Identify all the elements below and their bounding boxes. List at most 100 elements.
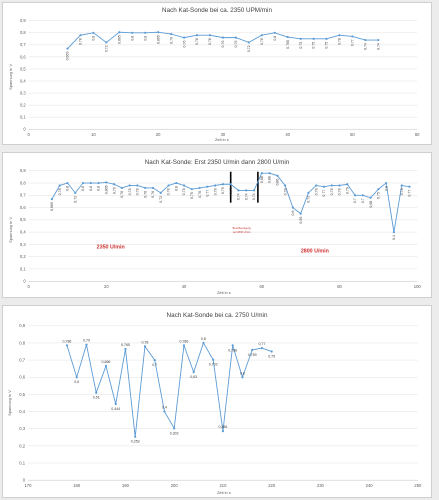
chart-3-xtick-label: 230 [317,483,325,488]
chart-3-point [85,343,88,346]
chart-3-xtick-label: 180 [73,483,81,488]
chart-3-xtick-label: 190 [122,483,130,488]
chart-2-xlabel: Zeit in s [217,290,231,295]
chart-2-data-label: 0,76 [120,191,124,198]
chart-2-point [338,184,341,187]
chart-2-point [260,172,263,175]
chart-1-grid: 0 0,1 0,2 0,3 0,4 0,5 0,6 0,7 0,8 0,9 0 10 20 30 40 50 6… [20,18,420,137]
chart-2-data-label: 0,68 [369,201,373,208]
chart-3-svg: Nach Kat-Sonde bei ca. 2750 U/min 0 0,1 0,… [7,312,422,495]
chart-1-data-label: 0,79 [169,37,173,44]
chart-2-data-label: 0,77 [408,190,412,197]
annotation-2800: 2800 U/min [301,249,329,255]
chart-3-data-label: 0,444 [111,407,120,411]
chart-3-ytick-label: 0,6 [19,375,25,380]
chart-2-grid: 0 0,1 0,2 0,3 0,4 0,5 0,6 0,7 0,8 0,9 0 20 40 60 80 100 [20,168,421,289]
chart-1-data-label: 0,78 [195,38,199,45]
chart-2-point [136,184,139,187]
chart-3-point [173,427,176,430]
chart-3-ytick-label: 0,9 [19,323,25,328]
chart-2-data-label: 0,72 [73,196,77,203]
chart-panel-1: Nach Kat-Sonde bei ca. 2350 UPM/min 0 0,1… [2,2,432,145]
chart-3-data-label: 0,786 [180,339,189,343]
chart-3-ytick-label: 0,1 [19,460,25,465]
chart-1-point [182,36,186,39]
chart-2-data-label: 0,79 [345,187,349,194]
chart-1-ytick-label: 0,2 [20,102,26,107]
chart-2-data-label: 0,79 [221,187,225,194]
chart-2-point [58,184,61,187]
chart-2-data-label: 0,7 [361,198,365,203]
chart-1-ytick-label: 0,1 [20,115,26,120]
chart-1-point [92,31,95,34]
chart-3-xtick-label: 210 [219,483,227,488]
chart-1-data-label: 0,75 [312,42,316,49]
chart-2-point [159,191,162,194]
chart-2-point [214,184,217,187]
chart-2-point [229,183,232,186]
chart-2-ytick-label: 0,7 [20,193,26,198]
chart-3-data-label: 0,4 [162,406,167,410]
chart-3-point [270,350,273,353]
chart-2-data-label: 0,72 [307,196,311,203]
chart-3-data-label: 0,6 [74,380,79,384]
chart-panel-3: Nach Kat-Sonde bei ca. 2750 U/min 0 0,1 0,… [2,305,432,498]
chart-2-data-label: 0,78 [136,188,140,195]
chart-3-data-label: 0,302 [170,431,179,435]
chart-1-point [351,35,354,38]
chart-2-point [330,184,333,187]
chart-2-point [167,184,170,187]
chart-3-xtick-label: 200 [171,483,179,488]
chart-1-data-label: 0,8 [130,36,134,41]
chart-2-point [385,181,388,185]
chart-1-data-label: 0,74 [364,43,368,50]
chart-2-data-label: 0,74 [237,193,241,200]
chart-1-point [299,37,302,40]
chart-2-data-label: 0,77 [322,190,326,197]
chart-1-series: 0,669 0,78 0,8 0,72 0,805 0,8 0,8 0,805 0,79 0,76… [66,31,380,60]
chart-2-data-label: 0,805 [105,185,109,194]
chart-3-ytick-label: 0,3 [19,426,25,431]
chart-3-data-label: 0,7 [152,363,157,367]
chart-3-data-label: 0,79 [83,339,90,343]
chart-2-point [206,185,209,188]
chart-3-data-label: 0,8 [201,337,206,341]
chart-3-point [202,341,205,345]
annotation-2350: 2350 U/min [97,245,125,251]
chart-1-data-label: 0,8 [143,36,147,41]
chart-2-data-label: 0,7 [353,198,357,203]
chart-2-point [89,181,92,185]
chart-1-xtick-label: 40 [285,132,290,137]
chart-1-xtick-label: 60 [415,132,420,137]
chart-1-data-label: 0,805 [118,35,122,44]
chart-2-point [50,198,54,201]
annotation-accel-line1: Beschleunigung [233,226,252,230]
chart-1-data-label: 0,78 [79,38,83,45]
chart-2-point [361,194,364,197]
chart-3-ytick-label: 0,7 [19,357,25,362]
chart-2-point [182,184,186,187]
chart-2-point [346,183,349,186]
chart-1-point [234,36,237,39]
chart-2-point [291,206,294,209]
chart-3-ytick-label: 0,8 [19,340,25,345]
chart-1-data-label: 0,76 [182,41,186,48]
chart-1-data-label: 0,78 [208,38,212,45]
chart-2-point [81,181,85,185]
chart-1-point [377,38,380,42]
chart-2-data-label: 0,78 [213,188,217,195]
chart-2-point [315,184,318,187]
chart-2-point [66,181,69,185]
chart-3-point [124,347,127,351]
chart-3-data-label: 0,78 [142,340,149,344]
chart-3-data-label: 0,253 [131,440,140,444]
chart-1-data-label: 0,8 [273,36,277,41]
chart-2-point [113,183,116,186]
chart-3-point [241,376,244,379]
chart-2-data-label: 0,6 [291,211,295,216]
chart-3-point [65,344,69,347]
chart-2-point [198,186,201,190]
chart-1-xtick-label: 30 [221,132,226,137]
chart-3-line [66,341,272,437]
